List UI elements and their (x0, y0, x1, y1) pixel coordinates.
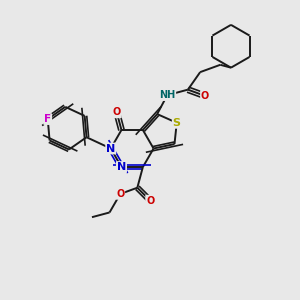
Text: O: O (201, 91, 209, 101)
Text: O: O (112, 107, 121, 117)
Text: N: N (117, 162, 126, 172)
Text: O: O (146, 196, 154, 206)
Text: S: S (173, 118, 181, 128)
Text: N: N (106, 143, 116, 154)
Text: F: F (44, 114, 51, 124)
Text: O: O (116, 189, 124, 199)
Text: NH: NH (159, 90, 175, 100)
